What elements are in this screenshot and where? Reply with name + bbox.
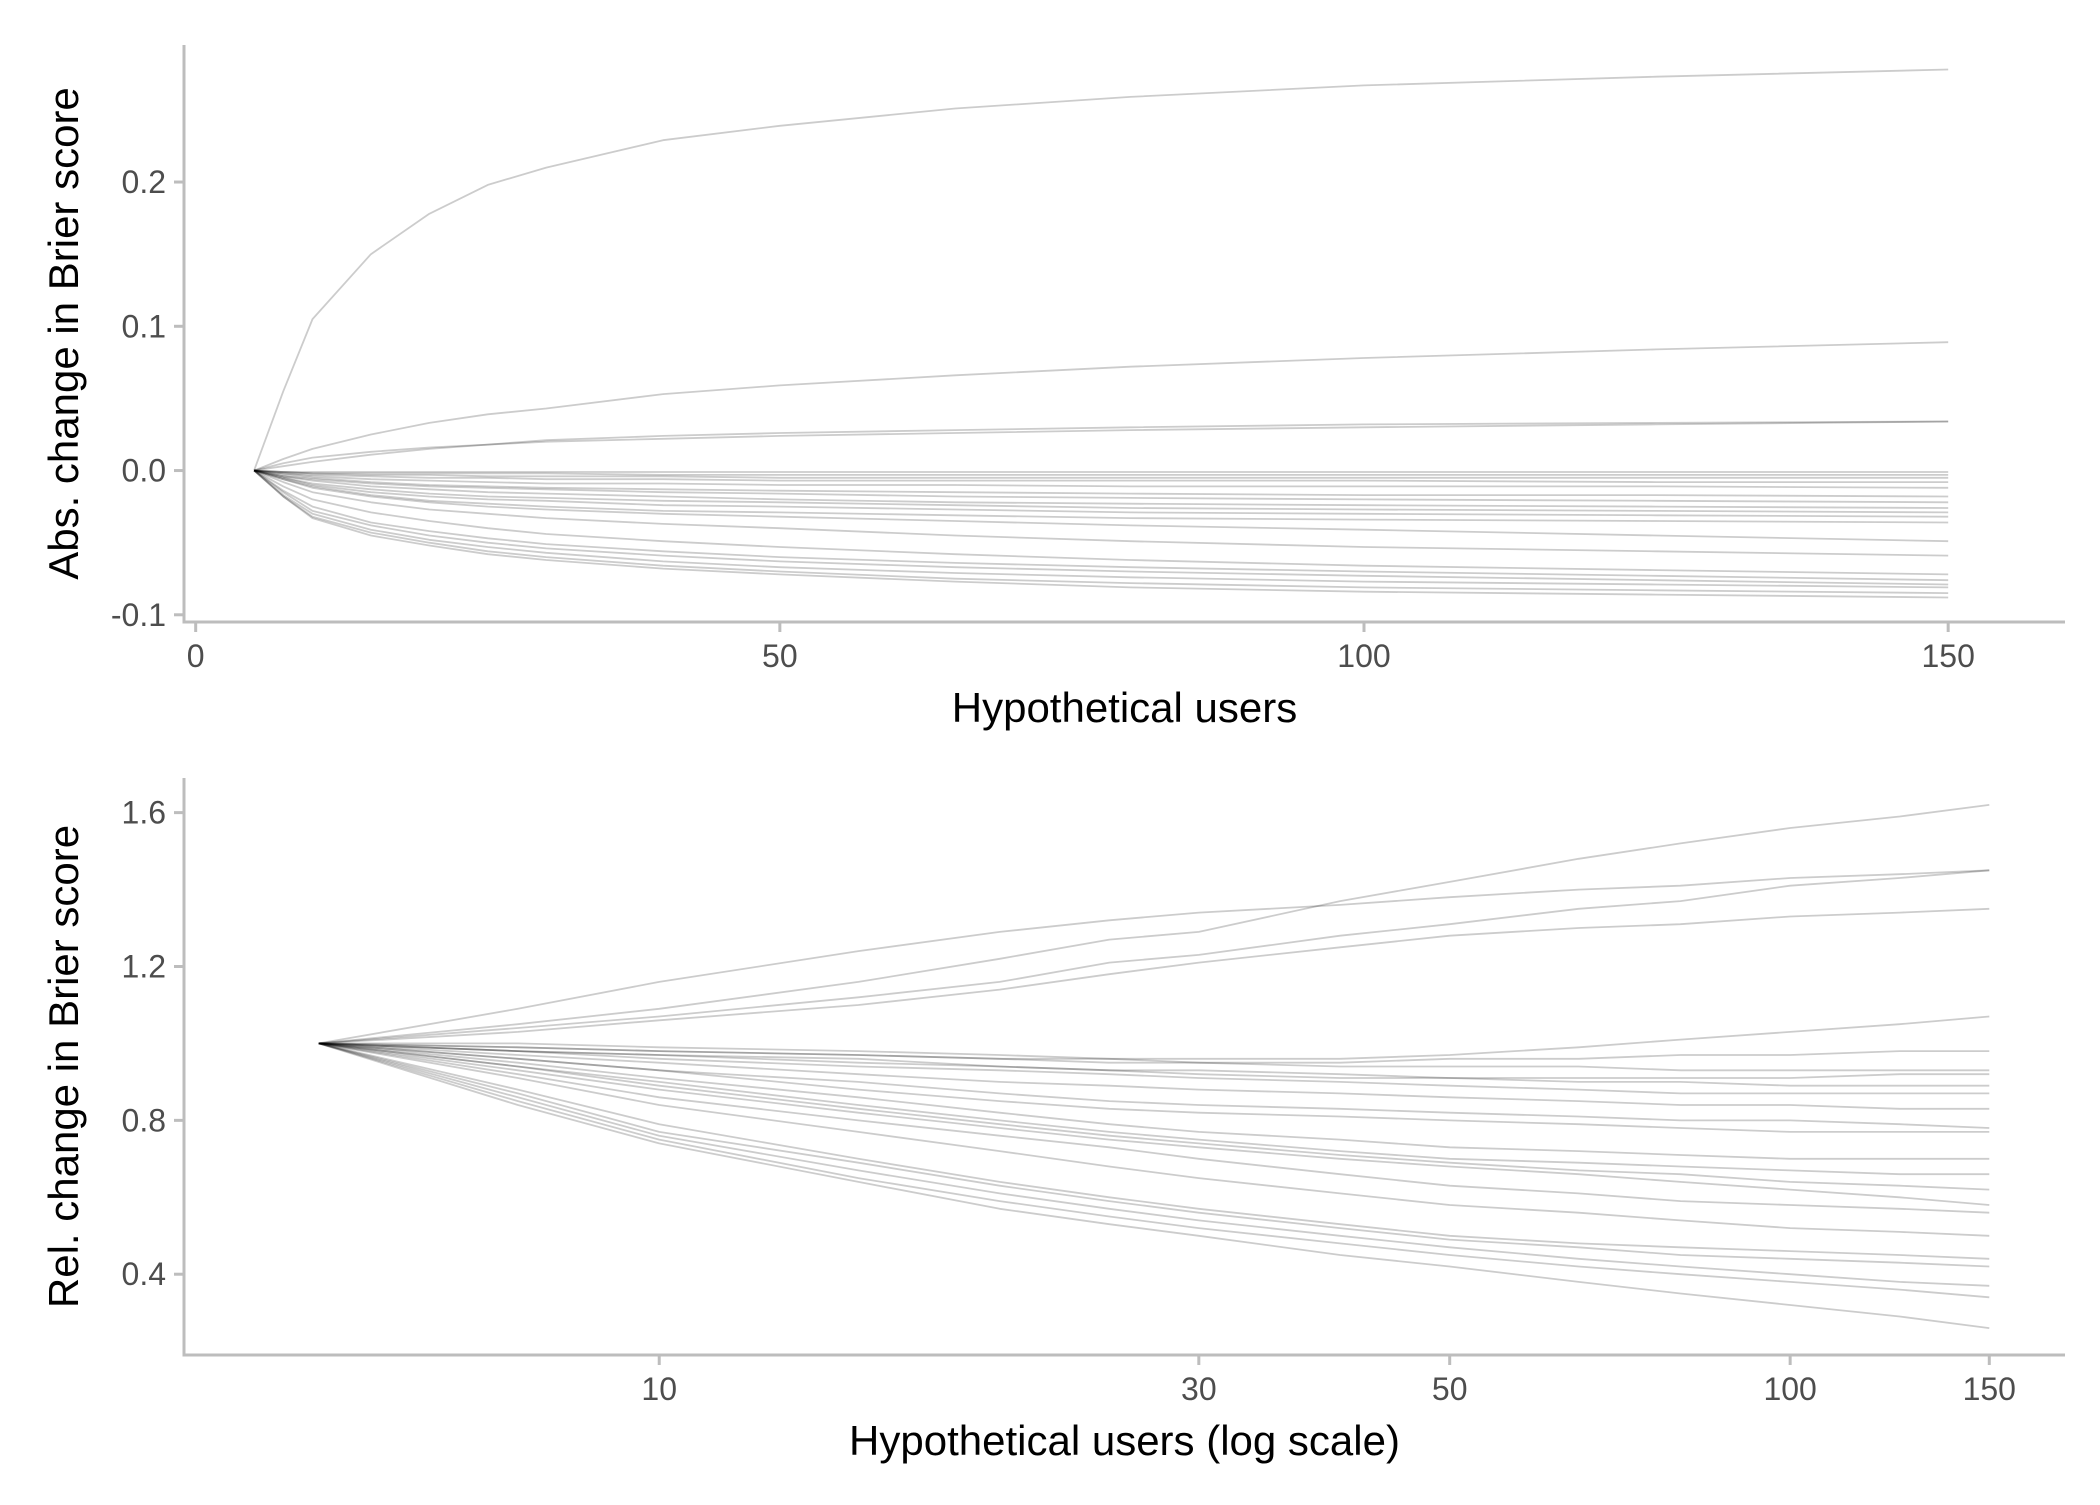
series-line-12	[253, 469, 1949, 514]
x-tick-label: 100	[1337, 638, 1390, 674]
series-line-22	[253, 469, 1949, 599]
y-tick-label: 0.4	[122, 1256, 166, 1292]
series-line-3	[318, 907, 1990, 1045]
series-line-5	[254, 469, 1949, 476]
x-tick-label: 50	[762, 638, 798, 674]
series-line-0	[318, 869, 1990, 1045]
x-tick-label: 100	[1763, 1371, 1816, 1407]
series-line-15	[318, 1042, 1990, 1191]
x-tick-label: 150	[1921, 638, 1974, 674]
series-line-8	[254, 469, 1949, 489]
series-line-6	[254, 469, 1949, 479]
series-line-1	[253, 341, 1949, 472]
series-line-21	[318, 1042, 1990, 1287]
series-line-5	[318, 1042, 1990, 1064]
series-line-0	[253, 68, 1949, 471]
series-line-2	[253, 420, 1949, 472]
x-axis-title: Hypothetical users (log scale)	[849, 1417, 1400, 1464]
x-tick-label: 10	[641, 1371, 677, 1407]
series-line-13	[318, 1042, 1990, 1160]
series-line-16	[253, 469, 1949, 557]
series-line-13	[253, 469, 1949, 518]
series-line-4	[254, 469, 1949, 473]
series-line-3	[253, 420, 1949, 472]
series-line-14	[318, 1042, 1990, 1176]
series-line-22	[318, 1042, 1990, 1299]
y-tick-label: 0.2	[122, 164, 166, 200]
series-line-4	[318, 1015, 1990, 1060]
series-line-18	[253, 469, 1949, 582]
series-line-20	[253, 469, 1949, 589]
series-line-12	[318, 1042, 1990, 1133]
series-line-14	[253, 469, 1949, 524]
x-tick-label: 150	[1963, 1371, 2016, 1407]
series-line-10	[253, 469, 1949, 504]
panel-absolute-change: 0 50 100 150 -0.1 0.0 0.1 0.2 Hypothetical users…	[40, 45, 2065, 731]
series-line-19	[318, 1042, 1990, 1260]
series-line-15	[253, 469, 1949, 543]
series-lines	[253, 68, 1949, 599]
series-line-18	[318, 1042, 1990, 1237]
y-tick-label: 0.8	[122, 1102, 166, 1138]
series-line-21	[253, 469, 1949, 594]
y-axis-title: Rel. change in Brier score	[40, 825, 87, 1308]
series-line-8	[318, 1042, 1990, 1087]
series-line-23	[318, 1042, 1990, 1329]
series-line-7	[254, 469, 1949, 484]
series-line-10	[318, 1042, 1990, 1110]
x-tick-label: 50	[1432, 1371, 1468, 1407]
series-line-11	[318, 1042, 1990, 1129]
series-line-16	[318, 1042, 1990, 1206]
series-line-17	[318, 1042, 1990, 1214]
series-line-11	[253, 469, 1949, 509]
y-tick-label: 1.6	[122, 795, 166, 831]
series-line-9	[318, 1042, 1990, 1095]
series-line-17	[253, 469, 1949, 576]
series-line-7	[318, 1042, 1990, 1079]
series-line-2	[318, 869, 1990, 1045]
y-axis-title: Abs. change in Brier score	[40, 87, 87, 580]
series-lines	[318, 804, 1990, 1329]
y-tick-label: -0.1	[111, 597, 166, 633]
x-tick-label: 30	[1181, 1371, 1217, 1407]
x-tick-label: 0	[187, 638, 205, 674]
x-axis-title: Hypothetical users	[952, 684, 1298, 731]
y-tick-label: 1.2	[122, 948, 166, 984]
y-tick-label: 0.1	[122, 308, 166, 344]
series-line-19	[253, 469, 1949, 586]
y-tick-label: 0.0	[122, 453, 166, 489]
panel-relative-change: 10 30 50 100 150 0.4 0.8 1.2 1.6 Hypothetical use…	[40, 778, 2065, 1464]
series-line-9	[253, 469, 1949, 498]
series-line-6	[318, 1042, 1990, 1072]
series-line-20	[318, 1042, 1990, 1268]
series-line-1	[318, 804, 1990, 1045]
